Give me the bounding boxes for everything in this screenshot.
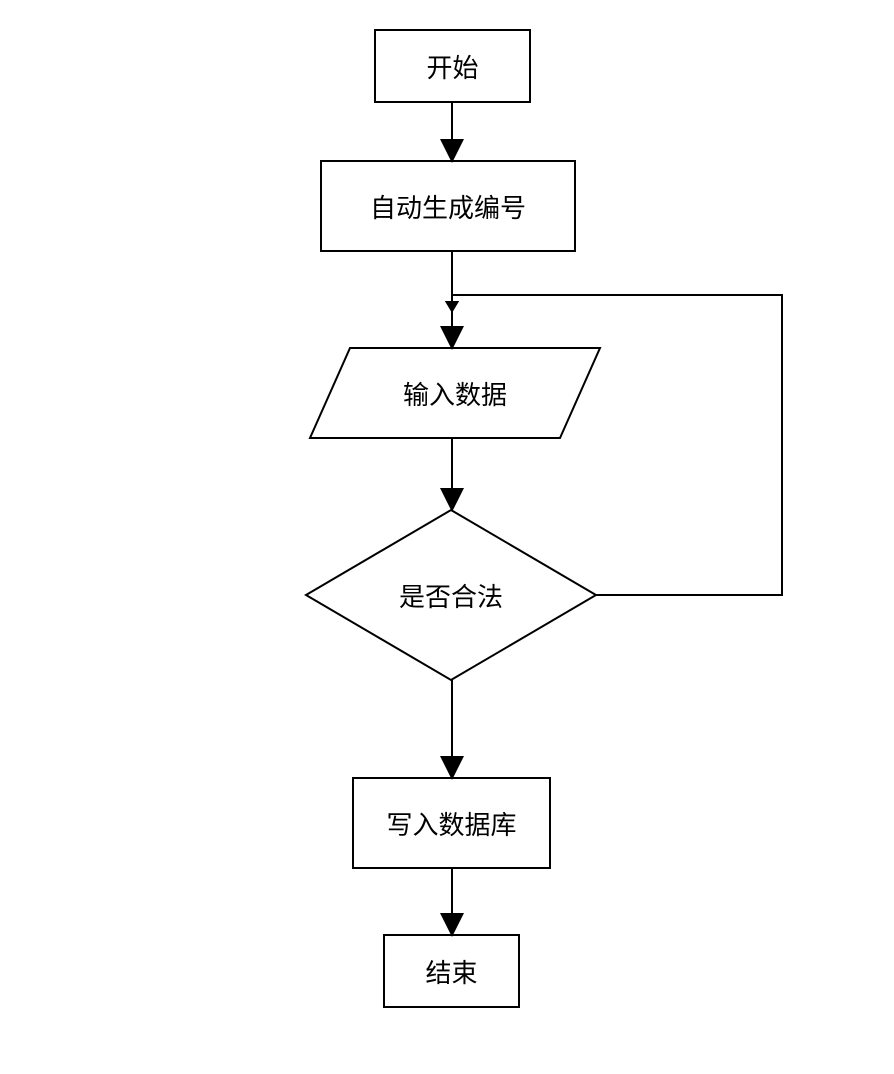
flowchart-svg (0, 0, 894, 1074)
edge-decision-to-input_loop (452, 295, 782, 595)
node-start (375, 30, 530, 102)
node-autogen (321, 161, 575, 251)
node-decision (306, 510, 596, 680)
node-end (384, 935, 519, 1007)
loop-merge-arrowhead (445, 301, 459, 313)
node-input (310, 348, 600, 438)
node-write (353, 778, 550, 868)
